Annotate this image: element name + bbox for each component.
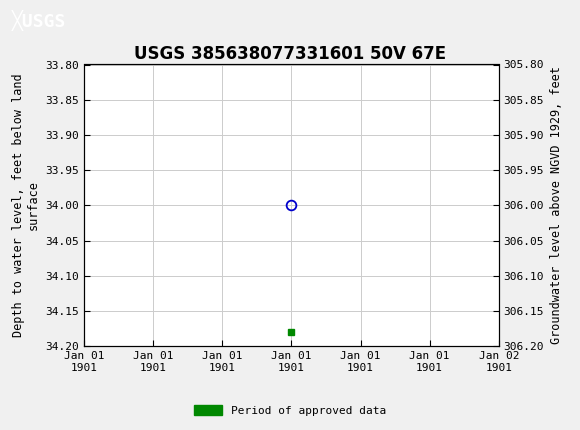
Text: USGS 385638077331601 50V 67E: USGS 385638077331601 50V 67E [134,45,446,63]
Legend: Period of approved data: Period of approved data [190,400,390,420]
Y-axis label: Depth to water level, feet below land
surface: Depth to water level, feet below land su… [12,74,40,337]
Y-axis label: Groundwater level above NGVD 1929, feet: Groundwater level above NGVD 1929, feet [550,66,563,344]
Text: ╳USGS: ╳USGS [12,10,66,31]
